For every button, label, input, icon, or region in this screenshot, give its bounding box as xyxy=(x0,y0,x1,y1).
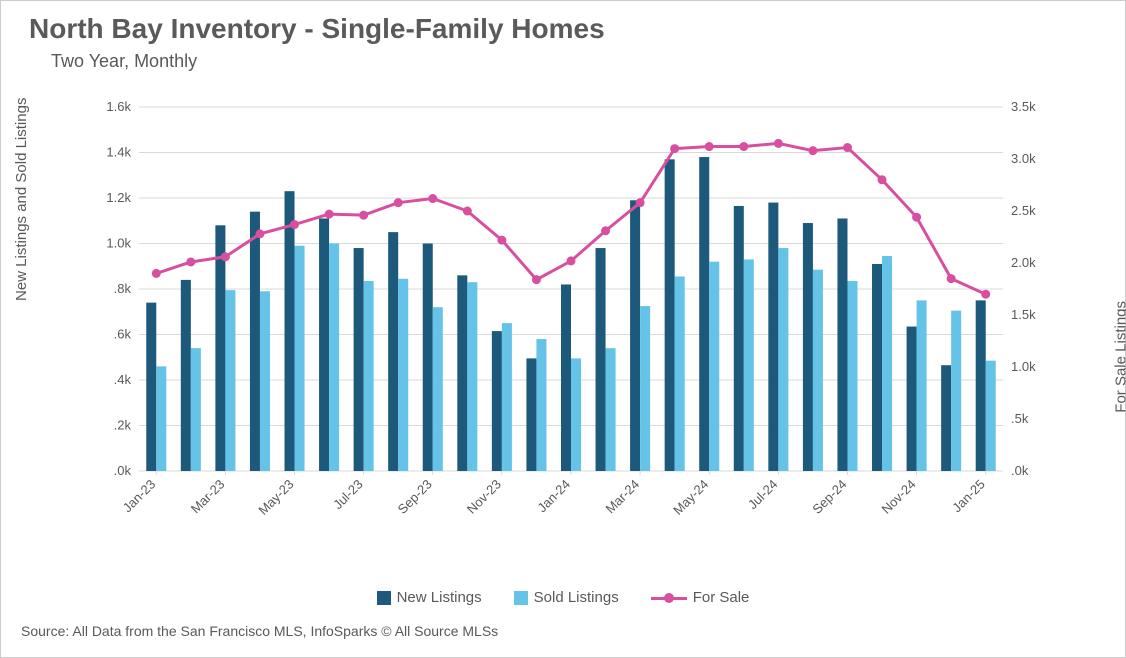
y-axis-left-label: New Listings and Sold Listings xyxy=(13,98,30,301)
svg-text:Mar-23: Mar-23 xyxy=(188,477,228,517)
svg-text:Nov-24: Nov-24 xyxy=(878,477,918,517)
plot-svg: .0k .2k .4k .6k .8k 1.0k 1.2k 1.4k 1.6k .0k .5k 1.0… xyxy=(91,101,1051,531)
svg-text:Jan-25: Jan-25 xyxy=(949,477,988,516)
svg-text:.4k: .4k xyxy=(114,372,132,387)
svg-text:1.0k: 1.0k xyxy=(1011,359,1036,374)
plot-area: .0k .2k .4k .6k .8k 1.0k 1.2k 1.4k 1.6k .0k .5k 1.0… xyxy=(91,101,1051,531)
svg-text:3.0k: 3.0k xyxy=(1011,151,1036,166)
svg-text:May-23: May-23 xyxy=(255,477,296,518)
legend: New Listings Sold Listings For Sale xyxy=(1,589,1125,606)
svg-text:1.5k: 1.5k xyxy=(1011,307,1036,322)
svg-text:May-24: May-24 xyxy=(670,477,711,518)
svg-text:.6k: .6k xyxy=(114,327,132,342)
chart-subtitle: Two Year, Monthly xyxy=(51,51,197,72)
svg-text:.0k: .0k xyxy=(114,463,132,478)
legend-item-sold-listings: Sold Listings xyxy=(514,589,619,606)
svg-text:Nov-23: Nov-23 xyxy=(464,477,504,517)
legend-swatch-new-listings xyxy=(377,591,391,605)
legend-label-for-sale: For Sale xyxy=(693,589,750,606)
svg-text:Sep-23: Sep-23 xyxy=(395,477,435,517)
chart-title: North Bay Inventory - Single-Family Home… xyxy=(29,13,605,45)
svg-text:Mar-24: Mar-24 xyxy=(603,477,643,517)
legend-label-new-listings: New Listings xyxy=(397,589,482,606)
legend-swatch-for-sale xyxy=(651,591,687,605)
svg-text:1.2k: 1.2k xyxy=(106,190,131,205)
legend-label-sold-listings: Sold Listings xyxy=(534,589,619,606)
legend-item-new-listings: New Listings xyxy=(377,589,482,606)
svg-text:.8k: .8k xyxy=(114,281,132,296)
svg-text:1.4k: 1.4k xyxy=(106,145,131,160)
legend-line-for-sale xyxy=(651,597,687,600)
legend-swatch-sold-listings xyxy=(514,591,528,605)
svg-text:Sep-24: Sep-24 xyxy=(809,477,849,517)
svg-text:2.0k: 2.0k xyxy=(1011,255,1036,270)
svg-text:1.6k: 1.6k xyxy=(106,101,131,114)
svg-text:.5k: .5k xyxy=(1011,411,1029,426)
svg-text:2.5k: 2.5k xyxy=(1011,203,1036,218)
svg-text:Jul-24: Jul-24 xyxy=(745,477,781,513)
y-axis-right-label: For Sale Listings xyxy=(1113,301,1126,413)
source-text: Source: All Data from the San Francisco … xyxy=(21,623,498,639)
legend-item-for-sale: For Sale xyxy=(651,589,750,606)
svg-text:Jan-23: Jan-23 xyxy=(120,477,159,516)
svg-text:Jan-24: Jan-24 xyxy=(534,477,573,516)
svg-text:.2k: .2k xyxy=(114,418,132,433)
svg-text:3.5k: 3.5k xyxy=(1011,101,1036,114)
svg-text:Jul-23: Jul-23 xyxy=(330,477,366,513)
svg-text:1.0k: 1.0k xyxy=(106,236,131,251)
chart-frame: North Bay Inventory - Single-Family Home… xyxy=(0,0,1126,658)
svg-text:.0k: .0k xyxy=(1011,463,1029,478)
